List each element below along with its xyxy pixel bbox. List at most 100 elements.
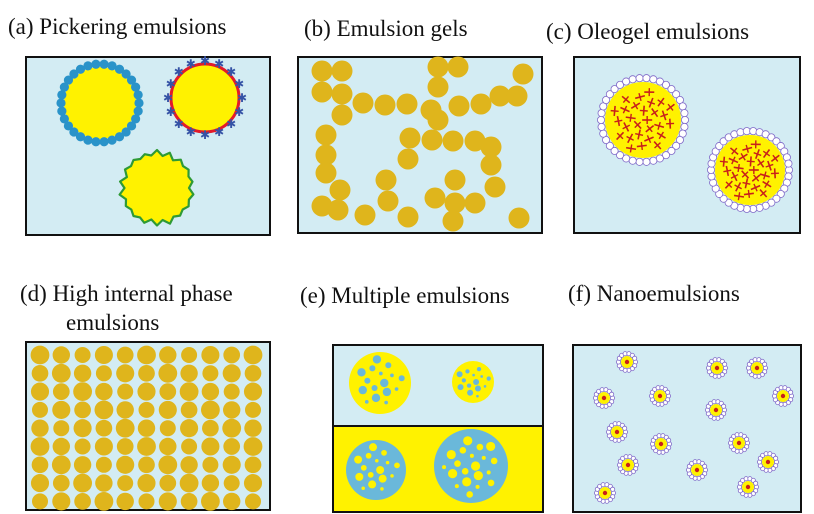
packed-droplet [95, 382, 113, 401]
panel-c-title: (c) Oleogel emulsions [546, 19, 750, 44]
solid-particle [126, 121, 137, 131]
protein-particle-icon: ✱ [186, 57, 196, 71]
surfactant-head [721, 403, 727, 409]
fat-crystal [660, 113, 669, 118]
surfactant-head [616, 151, 625, 160]
gel-droplet [506, 85, 528, 107]
fat-crystal [753, 152, 762, 157]
solid-particle [63, 121, 74, 131]
inner-droplet [481, 455, 486, 460]
fat-crystal [632, 101, 639, 110]
inner-droplet [461, 468, 469, 475]
packed-droplet [202, 456, 219, 473]
protein-particle-icon: ✱ [214, 57, 224, 71]
inner-droplet [380, 487, 384, 491]
solid-particle [69, 69, 79, 79]
packed-droplet [223, 346, 241, 364]
packed-droplet [245, 493, 261, 510]
protein-particle-icon: ✱ [237, 91, 247, 105]
fat-crystal [759, 190, 767, 197]
protein-particle-icon: ✱ [186, 125, 196, 139]
inner-droplet [448, 468, 458, 479]
inner-droplet [461, 378, 467, 383]
solid-particle [56, 98, 66, 108]
packed-droplet [202, 419, 219, 437]
fat-crystal [746, 160, 755, 163]
packed-droplet [201, 382, 220, 401]
surfactant-head [622, 154, 631, 163]
packed-droplet [158, 455, 178, 475]
fat-crystal [757, 160, 765, 167]
inner-droplet [486, 441, 496, 452]
surfactant-head [784, 159, 793, 168]
solid-particle [131, 82, 141, 92]
fat-crystal [772, 154, 779, 162]
panel-f-title: (f) Nanoemulsions [568, 281, 740, 306]
packed-droplet [202, 365, 219, 382]
surfactant-head [597, 122, 606, 131]
fat-crystal [731, 147, 738, 155]
gel-droplet [427, 56, 449, 78]
surfactant-head [632, 355, 638, 361]
packed-droplet [94, 437, 113, 456]
gel-droplet [444, 169, 466, 191]
packed-droplet [30, 437, 50, 456]
surfactant-head [680, 122, 689, 131]
gel-droplet [424, 187, 446, 209]
packed-droplet [31, 364, 49, 382]
protein-particle-icon: ✱ [166, 105, 176, 119]
packed-droplet [138, 456, 155, 474]
fat-crystal [742, 181, 751, 185]
inner-droplet [469, 453, 474, 458]
nanodroplet-core [745, 484, 751, 490]
packed-droplet [94, 492, 114, 511]
packed-droplet [159, 383, 177, 400]
fat-crystal [634, 121, 642, 129]
fat-crystal [647, 100, 656, 105]
gel-droplet [448, 95, 470, 117]
inner-droplet [398, 375, 405, 382]
inner-droplet [459, 447, 467, 454]
inner-droplet [490, 457, 498, 465]
packed-droplet [138, 493, 155, 510]
inner-droplet [463, 436, 473, 446]
panel-f-nanoemulsion [572, 344, 802, 513]
surfactant-head [605, 90, 614, 99]
packed-droplet [243, 382, 263, 401]
gel-droplet [489, 85, 511, 107]
panel-b-title: (b) Emulsion gels [304, 16, 468, 41]
packed-droplet [158, 492, 177, 511]
inner-droplet [462, 477, 472, 487]
fat-crystal [753, 183, 758, 192]
packed-droplet [243, 345, 263, 365]
packed-droplet [31, 419, 49, 437]
packed-droplet [52, 346, 70, 364]
gel-droplet [329, 179, 351, 201]
solid-particle [57, 106, 67, 116]
fat-crystal [763, 171, 767, 180]
packed-droplet [74, 493, 91, 510]
inner-droplet [476, 443, 484, 451]
inner-droplet [457, 384, 464, 391]
surfactant-head [672, 90, 681, 99]
fat-crystal [762, 150, 771, 157]
packed-droplet [222, 455, 241, 474]
inner-droplet [375, 459, 379, 463]
inner-droplet [473, 379, 480, 385]
gel-droplet [480, 154, 502, 176]
inner-droplet [474, 385, 481, 392]
surfactant-head [655, 154, 664, 163]
fat-crystal [640, 141, 643, 151]
packed-droplet [159, 474, 177, 492]
surfactant-head [597, 116, 606, 125]
surfactant-head [609, 391, 615, 397]
gel-droplet [464, 192, 486, 214]
packed-droplet [51, 363, 71, 383]
inner-droplet [372, 355, 382, 364]
solid-particle [99, 59, 109, 69]
fat-crystal [616, 132, 624, 140]
gel-droplet [311, 60, 333, 82]
inner-droplet [466, 383, 472, 388]
panel-d-title-line1: (d) High internal phase [20, 281, 233, 306]
surfactant-head [678, 102, 687, 111]
